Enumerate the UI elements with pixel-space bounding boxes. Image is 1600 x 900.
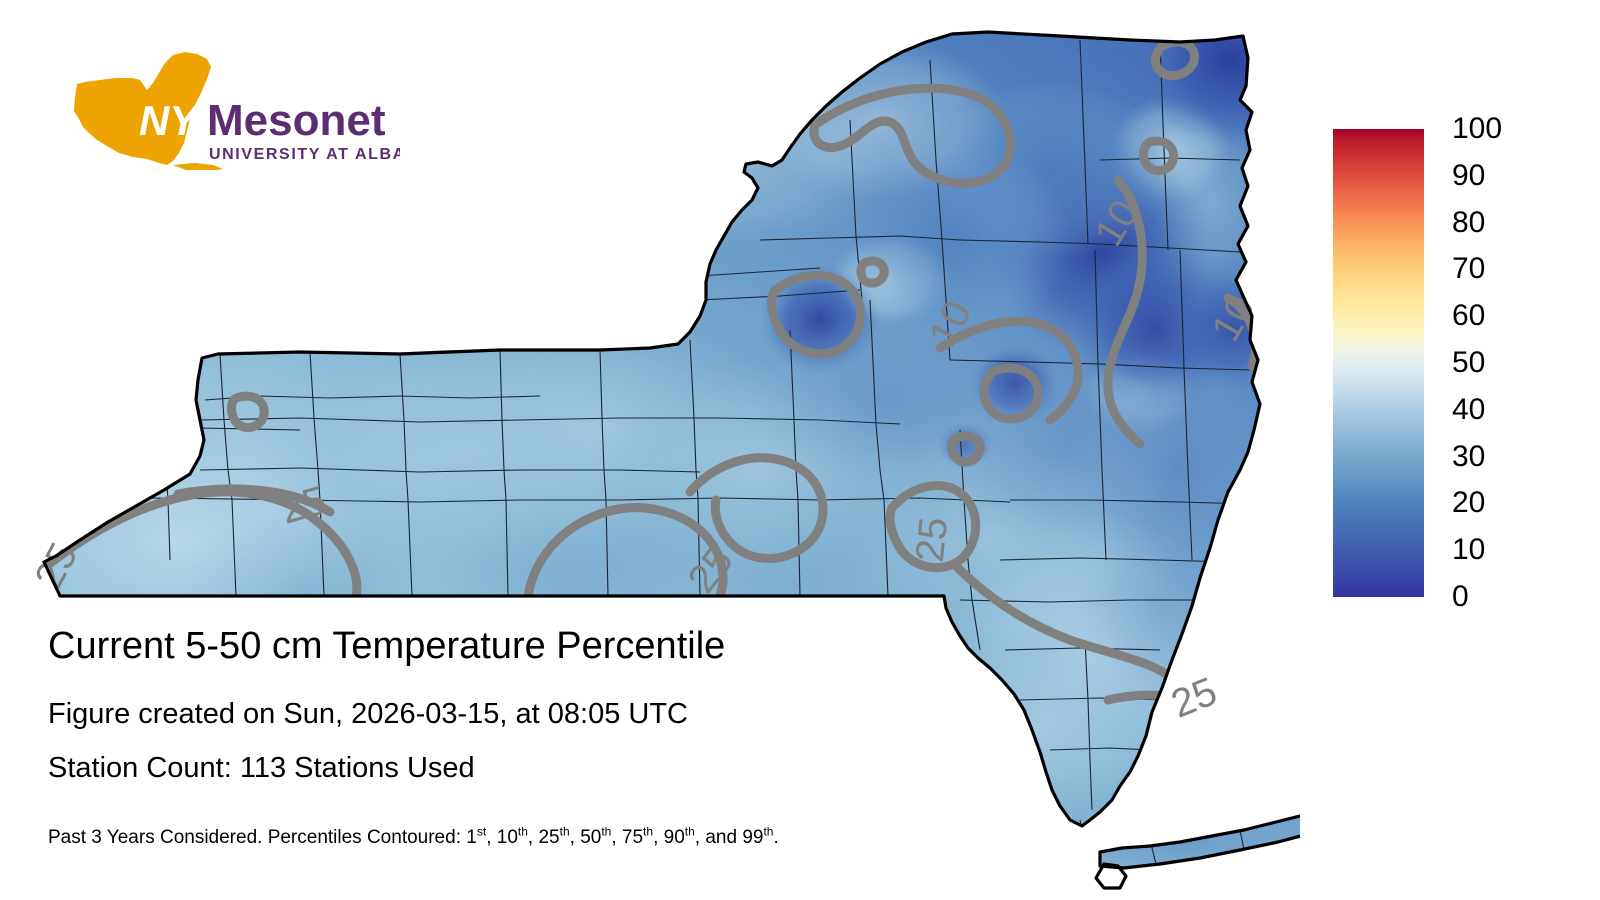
- colorbar-tick-80: 80: [1452, 205, 1486, 239]
- logo-subtitle: UNIVERSITY AT ALBANY: [209, 146, 400, 163]
- figure-footnote: Past 3 Years Considered. Percentiles Con…: [48, 824, 779, 848]
- percentile-value-50: 50th: [580, 824, 612, 848]
- contour-10-closed-w: [767, 271, 866, 359]
- state-map: 10 10 10 25 25 25 25 25: [27, 30, 1300, 890]
- colorbar-tick-50: 50: [1452, 346, 1486, 379]
- contour-10-tiny-ne: [1138, 136, 1178, 176]
- logo-nys-text: NYS: [139, 97, 225, 144]
- percentile-value-25: 25th: [538, 824, 570, 848]
- contour-10-dot: [947, 431, 985, 467]
- colorbar-tick-10: 10: [1452, 533, 1486, 567]
- station-count-line: Station Count: 113 Stations Used: [48, 752, 475, 784]
- logo-mesonet-text: Mesonet: [207, 96, 386, 145]
- colorbar-tick-0: 0: [1452, 580, 1469, 613]
- colorbar-tick-90: 90: [1452, 158, 1486, 192]
- figure-title: Current 5-50 cm Temperature Percentile: [48, 625, 726, 667]
- percentile-value-10: 10th: [496, 824, 528, 848]
- contour-25-lakeshore: [227, 391, 269, 433]
- contour-10-closed-small: [979, 363, 1043, 424]
- percentile-value-90: 90th: [663, 824, 695, 848]
- figure-created-line: Figure created on Sun, 2026-03-15, at 08…: [48, 698, 688, 730]
- contour-25-central: [523, 503, 728, 601]
- colorbar-tick-100: 100: [1452, 112, 1503, 145]
- nys-mesonet-logo: NYS Mesonet UNIVERSITY AT ALBANY: [55, 45, 400, 170]
- colorbar-gradient: [1333, 129, 1424, 597]
- colorbar-tick-20: 20: [1452, 486, 1486, 520]
- logo-svg: NYS Mesonet UNIVERSITY AT ALBANY: [74, 52, 400, 170]
- percentile-value-99: 99th: [742, 824, 774, 848]
- logo-state-shape: [74, 52, 223, 170]
- contour-10-north: [809, 83, 1015, 188]
- colorbar-tick-60: 60: [1452, 299, 1486, 333]
- contour-10-mid: [935, 316, 1083, 425]
- contour-25-west2: [173, 484, 335, 517]
- colorbar: [1333, 129, 1424, 597]
- colorbar-tick-labels: 100 90 80 70 60 50 40 30 20 10 0: [1452, 114, 1572, 612]
- county-boundaries: [59, 39, 1251, 868]
- contour-label-25-6: 25: [908, 515, 956, 564]
- percentile-value-1: 1st: [466, 824, 487, 848]
- state-outline: [42, 30, 1300, 890]
- percentile-value-75: 75th: [621, 824, 654, 848]
- contour-lines: [44, 37, 1260, 745]
- colorbar-tick-70: 70: [1452, 252, 1486, 286]
- contour-10-ne-small: [1150, 37, 1200, 81]
- contour-10-ne-long: [1103, 175, 1147, 449]
- contour-10-tiny: [856, 256, 889, 288]
- contour-label-25-7: 25: [1165, 669, 1223, 726]
- colorbar-tick-40: 40: [1452, 392, 1486, 426]
- colorbar-tick-30: 30: [1452, 439, 1486, 473]
- contour-25-hudson-loop: [885, 481, 981, 573]
- contour-25-central2: [685, 453, 828, 563]
